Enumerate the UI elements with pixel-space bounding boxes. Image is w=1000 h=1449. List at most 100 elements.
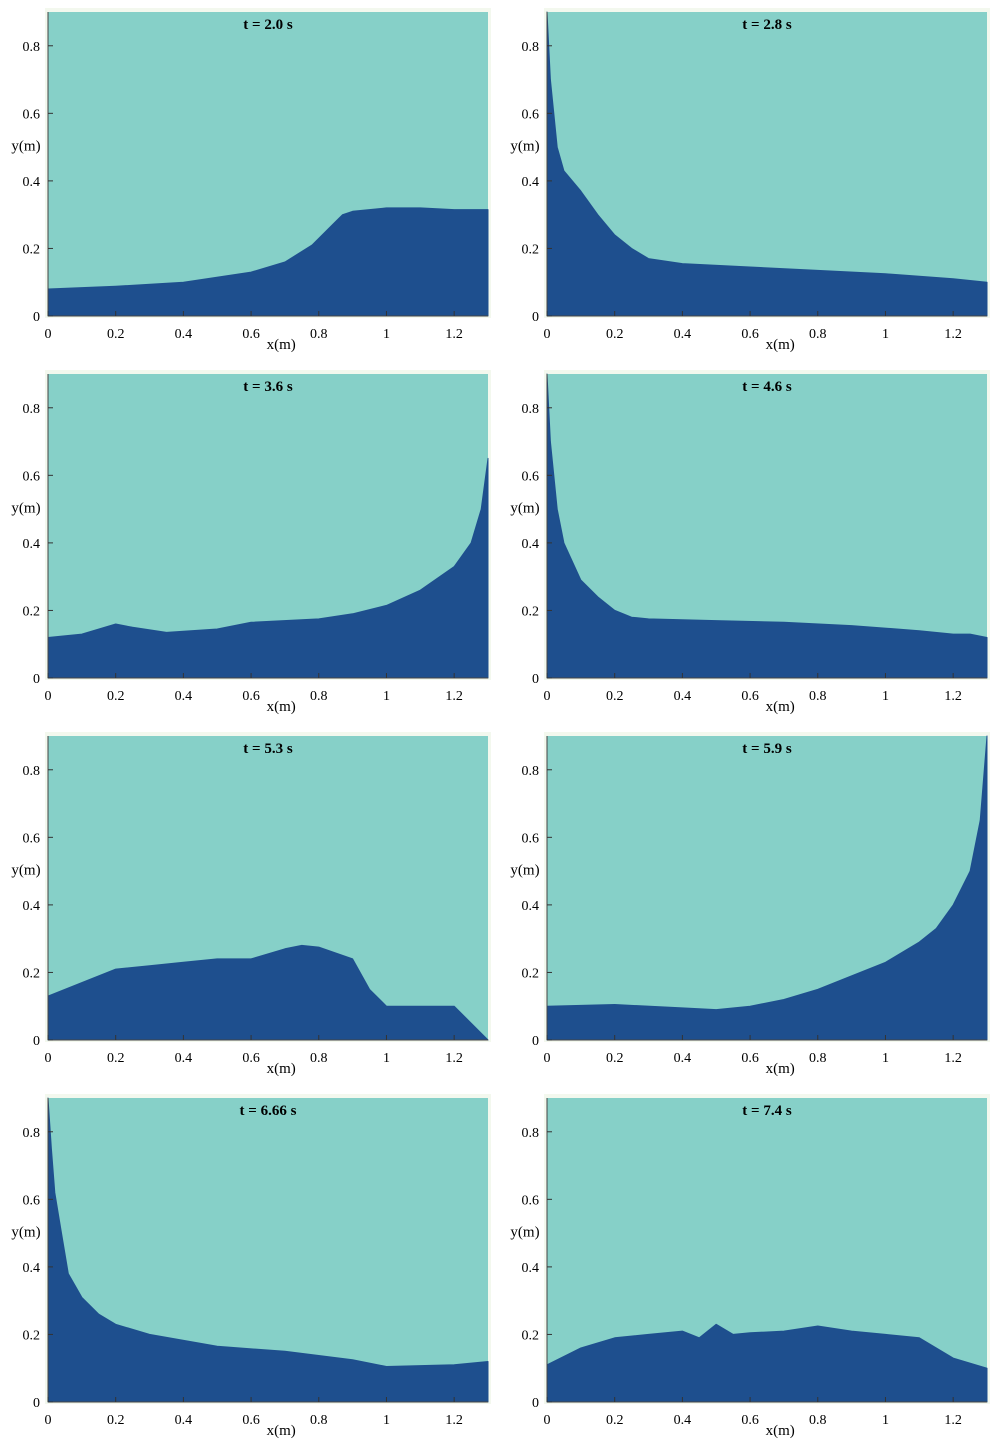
y-tick-label: 0: [532, 1396, 539, 1411]
x-tick-label: 0.2: [606, 1051, 624, 1066]
y-tick-label: 0.4: [23, 537, 41, 552]
x-axis-label: x(m): [267, 337, 296, 353]
y-tick-label: 0.8: [522, 402, 540, 417]
x-tick-label: 0.8: [809, 689, 827, 704]
panel-title: t = 5.3 s: [243, 741, 293, 757]
y-tick-label: 0.4: [23, 899, 41, 914]
snapshot-panel: 0 0.2 0.4 0.6 0.8 1 1.2 0 0.2 0.4 0.6 0.8 x(m) y(m) t …: [499, 1086, 999, 1448]
panel-title: t = 5.9 s: [742, 741, 792, 757]
water-region: [47, 207, 489, 317]
x-tick-label: 1: [882, 689, 889, 704]
y-tick-label: 0.4: [23, 1261, 41, 1276]
snapshot-panel: 0 0.2 0.4 0.6 0.8 1 1.2 0 0.2 0.4 0.6 0.8 x(m) y(m) t …: [0, 0, 500, 362]
snapshot-chart: 0 0.2 0.4 0.6 0.8 1 1.2 0 0.2 0.4 0.6 0.8 x(m) y(m) t …: [510, 732, 990, 1077]
x-tick-label: 0.6: [741, 1051, 759, 1066]
x-tick-label: 0.4: [674, 1051, 692, 1066]
water-region: [546, 735, 988, 1041]
x-tick-label: 0.4: [674, 327, 692, 342]
water-region: [546, 373, 988, 679]
x-tick-label: 0.8: [310, 1413, 328, 1428]
snapshot-chart: 0 0.2 0.4 0.6 0.8 1 1.2 0 0.2 0.4 0.6 0.8 x(m) y(m) t …: [11, 370, 491, 715]
x-tick-label: 0.8: [310, 1051, 328, 1066]
x-tick-label: 1.2: [944, 1051, 962, 1066]
y-tick-label: 0.6: [522, 469, 540, 484]
x-tick-label: 1.2: [944, 327, 962, 342]
y-tick-label: 0: [532, 1034, 539, 1049]
water-region: [47, 944, 489, 1041]
y-tick-label: 0.4: [522, 899, 540, 914]
y-tick-label: 0: [33, 310, 40, 325]
y-tick-label: 0.6: [522, 107, 540, 122]
y-tick-label: 0.4: [522, 1261, 540, 1276]
panel-title: t = 3.6 s: [243, 379, 293, 395]
panel-title: t = 2.0 s: [243, 17, 293, 33]
y-tick-label: 0: [33, 1034, 40, 1049]
x-tick-label: 0.2: [107, 1051, 125, 1066]
panel-title: t = 7.4 s: [742, 1103, 792, 1119]
x-tick-label: 0.4: [175, 1051, 193, 1066]
y-tick-label: 0.4: [522, 537, 540, 552]
y-axis-label: y(m): [510, 862, 539, 878]
x-tick-label: 0: [45, 1413, 52, 1428]
x-tick-label: 0.8: [809, 1051, 827, 1066]
y-tick-label: 0.2: [23, 604, 41, 619]
y-axis-label: y(m): [11, 138, 40, 154]
snapshot-chart: 0 0.2 0.4 0.6 0.8 1 1.2 0 0.2 0.4 0.6 0.8 x(m) y(m) t …: [11, 1094, 491, 1439]
y-tick-label: 0.6: [23, 1193, 41, 1208]
x-axis-label: x(m): [766, 1423, 795, 1439]
snapshot-chart: 0 0.2 0.4 0.6 0.8 1 1.2 0 0.2 0.4 0.6 0.8 x(m) y(m) t …: [510, 370, 990, 715]
x-axis-label: x(m): [267, 699, 296, 715]
x-tick-label: 1: [383, 689, 390, 704]
snapshot-panel: 0 0.2 0.4 0.6 0.8 1 1.2 0 0.2 0.4 0.6 0.8 x(m) y(m) t …: [0, 362, 500, 724]
snapshot-chart: 0 0.2 0.4 0.6 0.8 1 1.2 0 0.2 0.4 0.6 0.8 x(m) y(m) t …: [510, 8, 990, 353]
x-tick-label: 0.8: [809, 1413, 827, 1428]
y-tick-label: 0: [33, 672, 40, 687]
x-tick-label: 0: [45, 327, 52, 342]
y-tick-label: 0.8: [23, 764, 41, 779]
x-tick-label: 0.2: [606, 1413, 624, 1428]
x-tick-label: 1: [383, 327, 390, 342]
snapshot-panel: 0 0.2 0.4 0.6 0.8 1 1.2 0 0.2 0.4 0.6 0.8 x(m) y(m) t …: [0, 724, 500, 1086]
x-tick-label: 0.6: [741, 689, 759, 704]
x-tick-label: 1.2: [944, 1413, 962, 1428]
x-tick-label: 0.8: [310, 327, 328, 342]
y-tick-label: 0.2: [522, 604, 540, 619]
x-tick-label: 0.4: [674, 689, 692, 704]
x-tick-label: 0.6: [242, 1413, 260, 1428]
x-axis-label: x(m): [766, 337, 795, 353]
y-tick-label: 0.6: [522, 831, 540, 846]
snapshot-panel: 0 0.2 0.4 0.6 0.8 1 1.2 0 0.2 0.4 0.6 0.8 x(m) y(m) t …: [0, 1086, 500, 1448]
x-axis-label: x(m): [267, 1423, 296, 1439]
x-tick-label: 1: [882, 1413, 889, 1428]
snapshot-panel: 0 0.2 0.4 0.6 0.8 1 1.2 0 0.2 0.4 0.6 0.8 x(m) y(m) t …: [499, 724, 999, 1086]
y-tick-label: 0.2: [522, 966, 540, 981]
y-axis-label: y(m): [11, 1224, 40, 1240]
x-tick-label: 0.2: [606, 327, 624, 342]
x-tick-label: 1: [383, 1413, 390, 1428]
x-tick-label: 0: [544, 1051, 551, 1066]
y-tick-label: 0.6: [23, 831, 41, 846]
x-tick-label: 1.2: [944, 689, 962, 704]
x-tick-label: 1: [882, 327, 889, 342]
y-axis-label: y(m): [11, 500, 40, 516]
y-tick-label: 0.8: [23, 402, 41, 417]
x-tick-label: 0.6: [242, 689, 260, 704]
x-tick-label: 0.8: [310, 689, 328, 704]
x-tick-label: 0.2: [107, 327, 125, 342]
y-tick-label: 0.2: [522, 242, 540, 257]
water-region: [47, 457, 489, 679]
panel-title: t = 6.66 s: [240, 1103, 297, 1119]
snapshot-chart: 0 0.2 0.4 0.6 0.8 1 1.2 0 0.2 0.4 0.6 0.8 x(m) y(m) t …: [11, 8, 491, 353]
panel-title: t = 2.8 s: [742, 17, 792, 33]
x-tick-label: 0.2: [107, 1413, 125, 1428]
y-tick-label: 0.8: [522, 40, 540, 55]
y-tick-label: 0.8: [522, 764, 540, 779]
x-tick-label: 0.4: [175, 327, 193, 342]
x-tick-label: 0: [45, 689, 52, 704]
x-tick-label: 0.6: [741, 327, 759, 342]
y-tick-label: 0.2: [23, 242, 41, 257]
y-tick-label: 0.6: [522, 1193, 540, 1208]
water-region: [546, 1323, 988, 1403]
x-tick-label: 1: [383, 1051, 390, 1066]
